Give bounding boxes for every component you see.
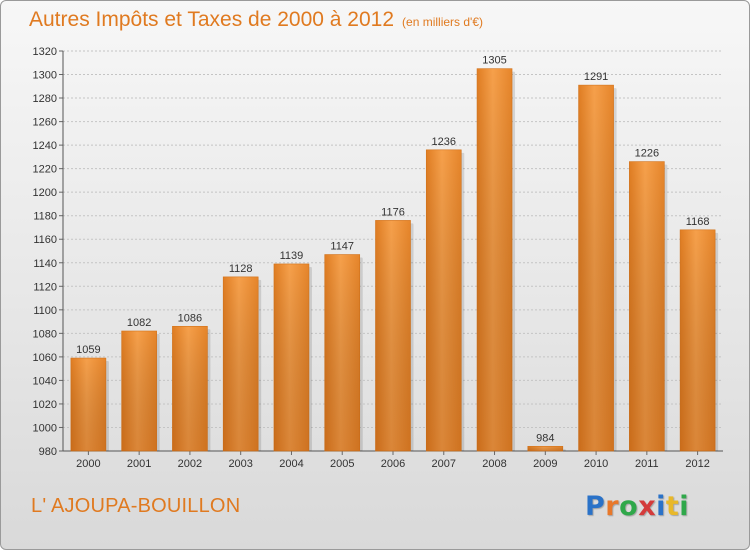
bar-shading — [273, 263, 309, 451]
bar-shading — [70, 358, 106, 451]
commune-name: L' AJOUPA-BOUILLON — [31, 495, 241, 517]
bar-shading — [375, 220, 411, 451]
bar-shading — [578, 85, 614, 451]
y-tick-label: 1060 — [33, 352, 57, 364]
y-tick-label: 1000 — [33, 422, 57, 434]
bar-value-label: 1226 — [635, 148, 659, 160]
bar-shading — [477, 68, 513, 451]
bar-value-label: 1176 — [381, 206, 405, 218]
bar-value-label: 1059 — [76, 344, 100, 356]
chart-subtitle: (en milliers d'€) — [402, 15, 484, 29]
bar-shading — [324, 254, 360, 451]
bar-shading — [172, 326, 208, 451]
bar-layer: 1059 1082 1086 1128 1139 1147 1176 1236 1305 984 1… — [70, 55, 719, 452]
bar-value-label: 1168 — [686, 216, 710, 228]
y-tick-label: 1240 — [33, 140, 57, 152]
y-tick-label: 1220 — [33, 164, 57, 176]
y-tick-label: 1020 — [33, 399, 57, 411]
bar-value-label: 1082 — [127, 317, 151, 329]
x-tick-label: 2009 — [533, 458, 557, 470]
x-tick-label: 2005 — [330, 458, 354, 470]
y-tick-label: 1280 — [33, 93, 57, 105]
x-tick-label: 2012 — [685, 458, 709, 470]
bar-value-label: 984 — [536, 432, 554, 444]
logo-letter: i — [679, 491, 690, 522]
logo-letter: i — [656, 491, 666, 522]
bar-value-label: 1305 — [482, 55, 506, 67]
y-tick-label: 1120 — [33, 281, 57, 293]
bar-value-label: 1236 — [432, 136, 456, 148]
bar-shading — [680, 229, 716, 451]
x-tick-label: 2004 — [279, 458, 303, 470]
x-tick-label: 2011 — [635, 458, 659, 470]
logo-letter: o — [619, 491, 639, 522]
axis-layer: 980 1000 1020 1040 1060 1080 1100 1120 1140 1160 1… — [33, 46, 723, 470]
y-tick-label: 1320 — [33, 46, 57, 58]
y-tick-label: 1100 — [33, 305, 57, 317]
y-tick-label: 1260 — [33, 117, 57, 129]
logo-letter: P — [585, 491, 606, 522]
y-tick-label: 1300 — [33, 70, 57, 82]
chart-title: Autres Impôts et Taxes de 2000 à 2012 (en… — [29, 8, 483, 32]
chart-title-text: Autres Impôts et Taxes de 2000 à 2012 — [29, 8, 395, 31]
y-tick-label: 980 — [39, 446, 57, 458]
bar-value-label: 1139 — [280, 250, 304, 262]
bar-shading — [223, 276, 259, 451]
logo-letter: r — [605, 491, 620, 522]
bar-value-label: 1291 — [584, 71, 608, 83]
bar-value-label: 1086 — [178, 312, 202, 324]
y-tick-label: 1140 — [33, 258, 57, 270]
logo-letter: x — [638, 491, 657, 522]
bar-value-label: 1128 — [229, 263, 253, 275]
x-tick-label: 2008 — [482, 458, 506, 470]
x-tick-label: 2002 — [178, 458, 202, 470]
y-tick-label: 1160 — [33, 234, 57, 246]
x-tick-label: 2006 — [381, 458, 405, 470]
bar-value-label: 1147 — [330, 241, 354, 253]
bar-shading — [426, 149, 462, 451]
logo-letter: t — [665, 491, 680, 522]
bar-shading — [527, 446, 563, 451]
x-tick-label: 2003 — [228, 458, 252, 470]
bar-shading — [629, 161, 665, 451]
proxiti-logo: Proxiti — [585, 491, 689, 522]
bar-shading — [121, 331, 157, 451]
y-tick-label: 1080 — [33, 328, 57, 340]
x-tick-label: 2007 — [432, 458, 456, 470]
y-tick-label: 1180 — [33, 211, 57, 223]
x-tick-label: 2010 — [584, 458, 608, 470]
x-tick-label: 2000 — [76, 458, 100, 470]
x-tick-label: 2001 — [127, 458, 151, 470]
y-tick-label: 1200 — [33, 187, 57, 199]
y-tick-label: 1040 — [33, 375, 57, 387]
